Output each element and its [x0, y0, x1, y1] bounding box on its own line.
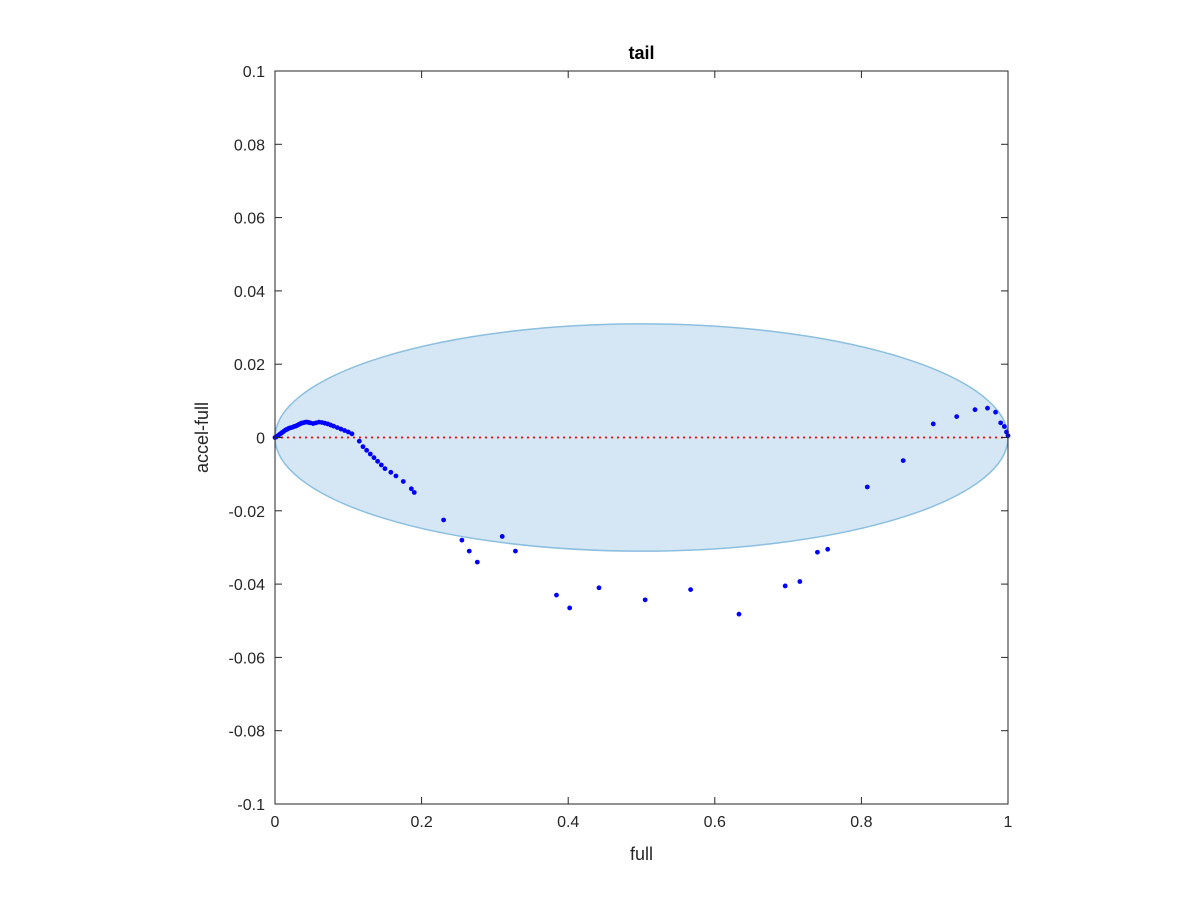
x-tick-label: 0.2 [410, 814, 432, 831]
y-tick-label: -0.1 [237, 797, 265, 814]
data-point [400, 479, 406, 484]
data-point [474, 559, 480, 565]
data-point [900, 458, 906, 463]
data-point [930, 421, 936, 427]
data-point [688, 587, 694, 592]
data-point [371, 455, 377, 461]
x-tick-label: 0 [271, 814, 280, 831]
y-tick-label: 0.04 [234, 284, 265, 301]
data-point [338, 426, 344, 432]
data-point [408, 486, 414, 492]
data-point [864, 484, 870, 490]
data-point [815, 549, 820, 555]
data-point [375, 458, 381, 464]
y-axis-label: accel-full [192, 402, 212, 473]
x-axis-label: full [630, 844, 653, 864]
data-point [360, 444, 366, 450]
y-tick-label: -0.04 [229, 577, 266, 594]
data-point [378, 462, 384, 468]
data-point [349, 431, 355, 437]
y-tick-label: 0.08 [234, 137, 265, 154]
data-point [993, 409, 998, 415]
x-axis-ticks: 0 0.2 0.4 0.6 0.8 1 [271, 71, 1013, 831]
y-tick-label: -0.02 [229, 504, 266, 521]
x-tick-label: 0.8 [850, 814, 872, 831]
data-point [393, 473, 399, 479]
data-point [954, 414, 960, 420]
x-tick-label: 1 [1004, 814, 1013, 831]
y-tick-label: 0.02 [234, 357, 265, 374]
data-point [459, 537, 465, 543]
y-tick-label: 0 [256, 431, 265, 448]
data-point [367, 451, 373, 457]
data-point [388, 469, 394, 475]
data-point [499, 534, 505, 539]
y-tick-label: 0.1 [243, 64, 265, 81]
data-point [331, 423, 337, 429]
data-point [466, 548, 472, 554]
data-point [825, 546, 831, 552]
data-point [985, 405, 990, 411]
chart-title: tail [628, 43, 654, 63]
y-tick-label: -0.06 [229, 650, 266, 667]
y-tick-label: -0.08 [229, 724, 266, 741]
data-point [998, 420, 1004, 426]
data-point [342, 428, 348, 433]
data-point [334, 425, 340, 431]
data-point [797, 579, 803, 584]
data-point [411, 490, 417, 495]
data-point [382, 466, 388, 472]
data-point [441, 517, 446, 523]
data-point [364, 447, 370, 453]
x-tick-label: 0.6 [704, 814, 726, 831]
data-point [736, 611, 742, 617]
x-tick-label: 0.4 [557, 814, 579, 831]
data-point [782, 583, 788, 589]
data-point [356, 438, 362, 444]
y-axis-ticks: -0.1 -0.08 -0.06 -0.04 -0.02 0 0.02 0.04 0.06 0.0… [229, 64, 1008, 814]
data-point [596, 585, 602, 591]
y-tick-label: 0.06 [234, 211, 265, 228]
data-point [567, 605, 573, 611]
data-point [1001, 424, 1007, 429]
data-point [642, 597, 648, 603]
data-point [345, 429, 351, 435]
data-point [972, 407, 978, 413]
data-point [513, 548, 518, 554]
data-point [554, 592, 559, 598]
